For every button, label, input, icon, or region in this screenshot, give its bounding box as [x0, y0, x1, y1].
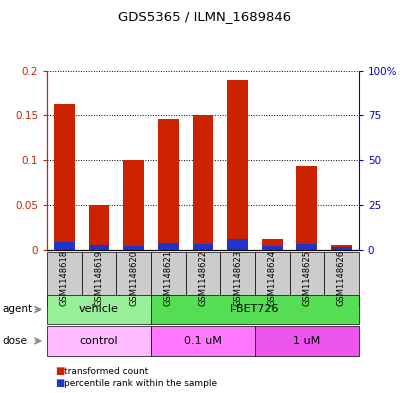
Bar: [123, 160, 144, 250]
Text: GSM1148621: GSM1148621: [164, 250, 173, 306]
Bar: [261, 239, 282, 250]
Bar: [157, 119, 178, 250]
Text: I-BET726: I-BET726: [229, 305, 279, 314]
Text: ■: ■: [55, 378, 65, 388]
Bar: [227, 80, 247, 250]
Bar: [157, 243, 178, 250]
Bar: [192, 116, 213, 250]
Text: ■: ■: [55, 366, 65, 376]
Text: GSM1148622: GSM1148622: [198, 250, 207, 306]
Bar: [330, 247, 351, 250]
Bar: [227, 239, 247, 250]
Bar: [192, 244, 213, 250]
Bar: [88, 205, 109, 250]
Bar: [54, 242, 75, 250]
Text: transformed count: transformed count: [63, 367, 147, 376]
Text: GSM1148618: GSM1148618: [60, 250, 69, 306]
Text: control: control: [80, 336, 118, 346]
Text: 0.1 uM: 0.1 uM: [184, 336, 221, 346]
Bar: [261, 246, 282, 250]
Bar: [123, 246, 144, 250]
Text: GSM1148626: GSM1148626: [336, 250, 345, 306]
Text: GSM1148623: GSM1148623: [232, 250, 241, 306]
Text: dose: dose: [2, 336, 27, 346]
Text: GDS5365 / ILMN_1689846: GDS5365 / ILMN_1689846: [118, 10, 291, 23]
Bar: [330, 245, 351, 250]
Text: percentile rank within the sample: percentile rank within the sample: [63, 379, 216, 387]
Bar: [296, 166, 317, 250]
Text: vehicle: vehicle: [79, 305, 119, 314]
Bar: [296, 244, 317, 250]
Text: GSM1148625: GSM1148625: [301, 250, 310, 306]
Text: 1 uM: 1 uM: [292, 336, 320, 346]
Text: GSM1148624: GSM1148624: [267, 250, 276, 306]
Text: agent: agent: [2, 305, 32, 314]
Text: GSM1148619: GSM1148619: [94, 250, 103, 306]
Text: GSM1148620: GSM1148620: [129, 250, 138, 306]
Bar: [88, 245, 109, 250]
Bar: [54, 104, 75, 250]
